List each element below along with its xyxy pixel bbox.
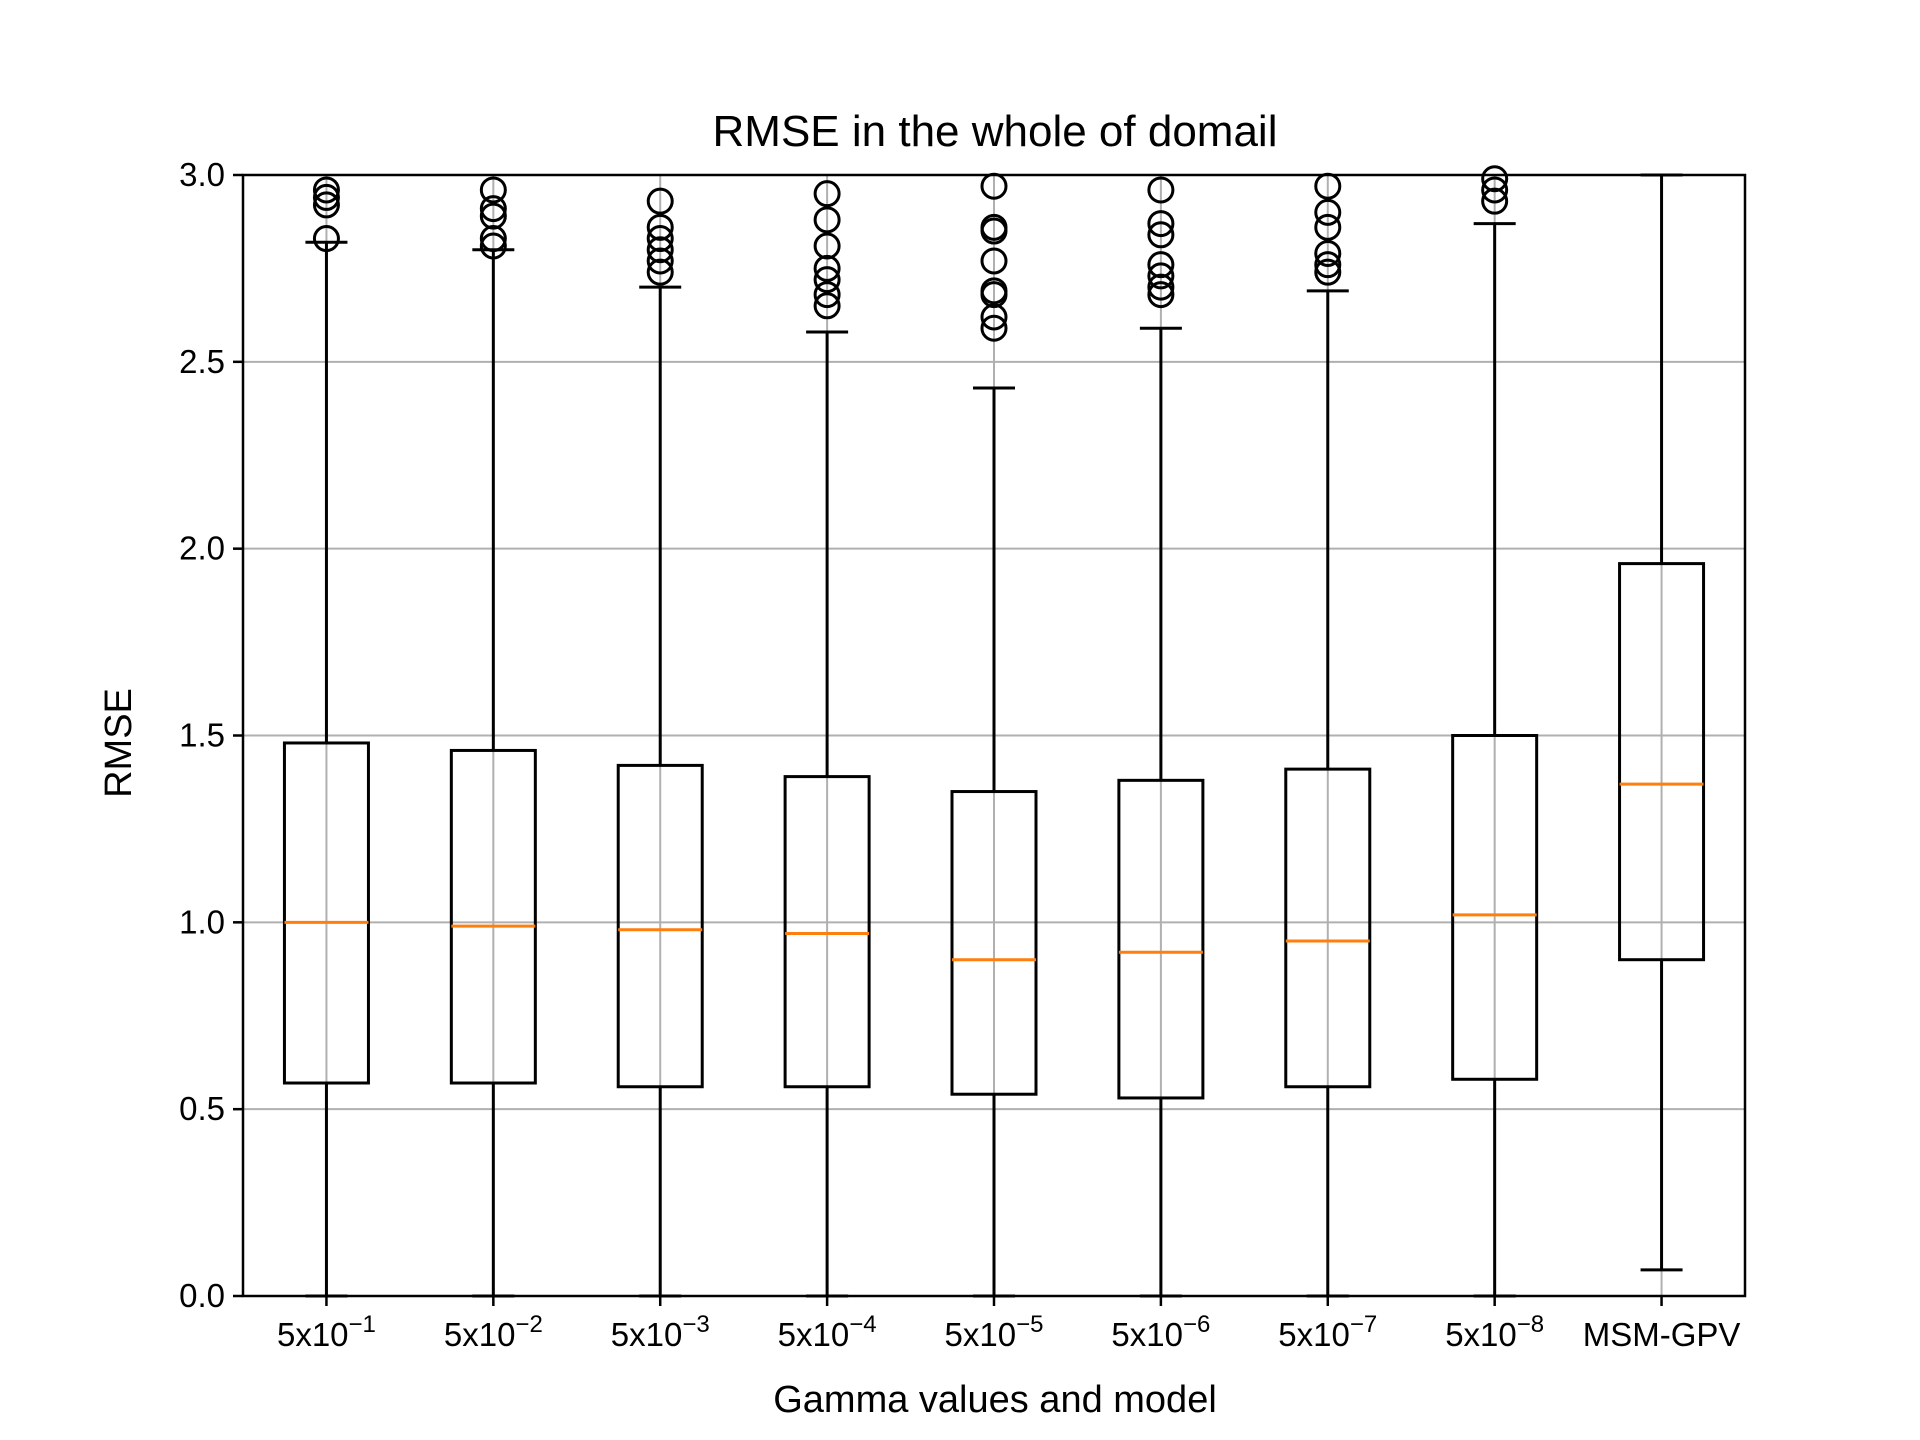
outlier-point	[980, 314, 1008, 342]
outlier-point	[1147, 262, 1175, 290]
outlier-point	[646, 225, 674, 253]
x-tick-label: 5x10−7	[1278, 1311, 1377, 1353]
x-tick-label-exponent: −3	[682, 1311, 709, 1338]
x-tick-label: 5x10−1	[277, 1311, 376, 1353]
x-tick-label-base: 5x10	[277, 1316, 349, 1353]
outlier-point	[980, 277, 1008, 305]
outlier-point	[813, 180, 841, 208]
outlier-point	[1147, 176, 1175, 204]
x-axis-label: Gamma values and model	[773, 1379, 1217, 1421]
x-tick-label: 5x10−4	[778, 1311, 877, 1353]
outlier-point	[312, 176, 340, 204]
y-tick-label: 0.5	[179, 1090, 225, 1127]
outlier-point	[1147, 281, 1175, 309]
box-iqr	[1117, 778, 1205, 1100]
x-tick-label-exponent: −6	[1183, 1311, 1210, 1338]
box-group-6	[1117, 176, 1205, 1298]
y-tick-label: 3.0	[179, 156, 225, 193]
box-group-1	[282, 176, 370, 1298]
box-iqr	[616, 763, 704, 1089]
outlier-point	[312, 225, 340, 253]
outlier-point	[1147, 210, 1175, 238]
x-tick-label-base: 5x10	[778, 1316, 850, 1353]
outlier-point	[1314, 213, 1342, 241]
outlier-point	[1481, 187, 1509, 215]
box-iqr	[950, 790, 1038, 1096]
x-tick-label-exponent: −7	[1350, 1311, 1377, 1338]
box-series	[282, 165, 1706, 1298]
x-tick-label: MSM-GPV	[1583, 1316, 1741, 1353]
outlier-point	[1314, 251, 1342, 279]
outlier-point	[479, 232, 507, 260]
outlier-point	[813, 292, 841, 320]
x-tick-label-exponent: −5	[1016, 1311, 1043, 1338]
y-axis-label: RMSE	[98, 688, 140, 798]
x-tick-label: 5x10−5	[945, 1311, 1044, 1353]
outlier-point	[980, 213, 1008, 241]
y-tick-label: 1.5	[179, 717, 225, 754]
x-tick-label: 5x10−6	[1111, 1311, 1210, 1353]
y-tick-label: 2.0	[179, 530, 225, 567]
outlier-point	[980, 247, 1008, 275]
outlier-point	[479, 225, 507, 253]
outlier-point	[813, 206, 841, 234]
y-tick-label: 1.0	[179, 903, 225, 940]
y-tick-label: 0.0	[179, 1277, 225, 1314]
outlier-point	[813, 254, 841, 282]
outlier-point	[479, 176, 507, 204]
outlier-point	[1314, 198, 1342, 226]
box-iqr	[1618, 562, 1706, 962]
outlier-point	[813, 266, 841, 294]
box-group-8	[1451, 165, 1539, 1298]
outlier-point	[813, 281, 841, 309]
box-group-7	[1284, 172, 1372, 1298]
outlier-point	[1481, 165, 1509, 193]
box-iqr	[282, 741, 370, 1085]
x-tick-label: 5x10−2	[444, 1311, 543, 1353]
box-group-4	[783, 180, 871, 1298]
box-group-3	[616, 187, 704, 1298]
box-iqr	[1451, 734, 1539, 1081]
box-iqr	[1284, 767, 1372, 1089]
x-tick-label-base: MSM-GPV	[1583, 1316, 1741, 1353]
x-tick-label-exponent: −8	[1517, 1311, 1544, 1338]
outlier-point	[646, 236, 674, 264]
x-tick-label-base: 5x10	[611, 1316, 683, 1353]
outlier-point	[1147, 273, 1175, 301]
x-tick-label-base: 5x10	[945, 1316, 1017, 1353]
outlier-point	[646, 187, 674, 215]
x-tick-label-base: 5x10	[1445, 1316, 1517, 1353]
outlier-point	[312, 183, 340, 211]
x-tick-label: 5x10−3	[611, 1311, 710, 1353]
x-tick-label-base: 5x10	[1278, 1316, 1350, 1353]
outlier-point	[1314, 239, 1342, 267]
outlier-point	[312, 191, 340, 219]
outlier-point	[646, 258, 674, 286]
box-iqr	[449, 748, 537, 1085]
outlier-point	[1314, 258, 1342, 286]
x-tick-label: 5x10−8	[1445, 1311, 1544, 1353]
x-tick-label-exponent: −1	[349, 1311, 376, 1338]
x-tick-label-exponent: −2	[515, 1311, 542, 1338]
outlier-point	[1147, 221, 1175, 249]
chart-title: RMSE in the whole of domail	[713, 107, 1278, 156]
outlier-point	[1147, 251, 1175, 279]
outlier-point	[813, 232, 841, 260]
outlier-point	[646, 213, 674, 241]
outlier-point	[646, 247, 674, 275]
outlier-point	[980, 303, 1008, 331]
y-tick-label: 2.5	[179, 343, 225, 380]
outlier-point	[479, 195, 507, 223]
box-group-5	[950, 172, 1038, 1298]
x-tick-label-base: 5x10	[1111, 1316, 1183, 1353]
box-iqr	[783, 775, 871, 1089]
outlier-point	[479, 202, 507, 230]
x-tick-label-base: 5x10	[444, 1316, 516, 1353]
outlier-point	[1481, 176, 1509, 204]
x-tick-label-exponent: −4	[849, 1311, 876, 1338]
